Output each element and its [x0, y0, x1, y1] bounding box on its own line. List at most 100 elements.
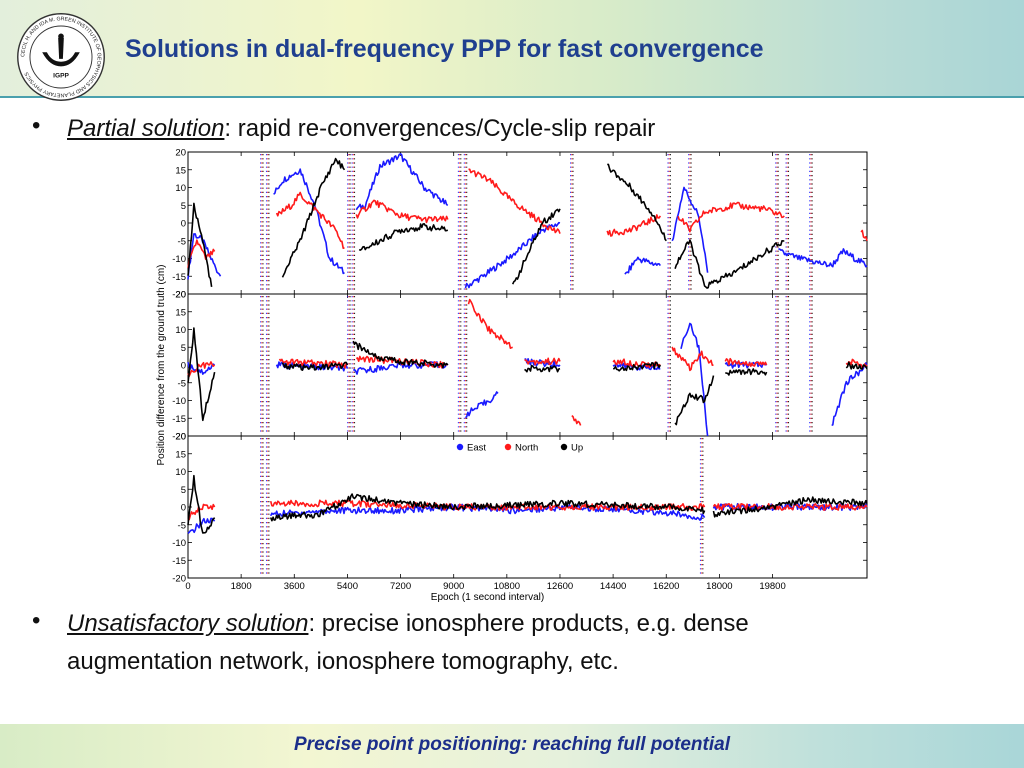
bullet-text-line2: augmentation network, ionosphere tomogra… [67, 648, 619, 675]
bullet-text: : precise ionosphere products, e.g. dens… [308, 610, 749, 637]
series-up-line [712, 496, 868, 518]
series-east-line [680, 322, 709, 437]
series-up-line [845, 361, 868, 370]
bullet-marker: • [32, 112, 41, 139]
series-east-line [352, 361, 449, 375]
y-tick-label: -20 [172, 432, 186, 443]
series-up-line [674, 239, 785, 289]
legend-east-marker [456, 443, 464, 451]
legend-north-marker [504, 443, 512, 451]
y-tick-label: 10 [175, 183, 186, 194]
series-east-line [187, 233, 222, 280]
series-north-line [671, 346, 714, 372]
x-tick-label: 10800 [494, 581, 520, 592]
y-tick-label: 5 [181, 343, 186, 354]
series-north-line [677, 201, 785, 233]
x-tick-label: 7200 [390, 581, 411, 592]
y-tick-label: -10 [172, 396, 186, 407]
y-tick-label: 15 [175, 165, 186, 176]
slide-title: Solutions in dual-frequency PPP for fast… [125, 35, 764, 63]
footer-banner [0, 724, 1024, 768]
y-tick-label: 5 [181, 485, 186, 496]
series-north-line [724, 357, 768, 367]
series-east-line [464, 221, 561, 289]
y-tick-label: -20 [172, 290, 186, 301]
y-tick-label: -10 [172, 254, 186, 265]
x-tick-label: 19800 [759, 581, 785, 592]
y-tick-label: 15 [175, 307, 186, 318]
series-north-line [355, 199, 449, 224]
legend-north-label: North [515, 443, 538, 454]
series-north-line [571, 414, 582, 426]
series-east-line [671, 186, 709, 273]
y-tick-label: -5 [178, 520, 186, 531]
series-east-line [831, 362, 868, 427]
y-tick-label: 0 [181, 361, 186, 372]
x-tick-label: 3600 [284, 581, 305, 592]
legend-up-label: Up [571, 443, 583, 454]
title-banner [0, 0, 1024, 98]
bullet-label: Partial solution [67, 115, 225, 142]
y-tick-label: 10 [175, 325, 186, 336]
y-tick-label: -15 [172, 272, 186, 283]
series-east-line [273, 168, 345, 275]
series-north-line [275, 191, 345, 249]
chart-panel-frame [187, 151, 868, 295]
series-up-line [187, 202, 213, 288]
series-up-line [674, 375, 715, 426]
y-tick-label: 20 [175, 290, 186, 301]
bullet-unsatisfactory-solution: Unsatisfactory solution: precise ionosph… [67, 605, 749, 681]
y-tick-label: -15 [172, 556, 186, 567]
series-north-line [467, 298, 513, 349]
x-tick-label: 16200 [653, 581, 679, 592]
y-tick-label: -5 [178, 378, 186, 389]
series-up-line [269, 493, 706, 522]
bullet-label: Unsatisfactory solution [67, 610, 309, 637]
y-tick-label: 0 [181, 503, 186, 514]
series-east-line [624, 256, 661, 275]
title-divider [0, 96, 1024, 98]
x-tick-label: 18000 [706, 581, 732, 592]
y-tick-label: 5 [181, 201, 186, 212]
series-up-line [613, 361, 662, 372]
x-tick-label: 1800 [231, 581, 252, 592]
x-tick-label: 5400 [337, 581, 358, 592]
x-tick-label: 14400 [600, 581, 626, 592]
ppp-position-chart: -20-15-10-505101520-20-15-10-505101520-2… [156, 148, 868, 603]
igpp-logo: CECIL H. AND IDA M. GREEN INSTITUTE OF G… [17, 13, 105, 101]
bullet-text: : rapid re-convergences/Cycle-slip repai… [224, 115, 656, 142]
series-east-line [187, 362, 216, 375]
series-up-line [511, 208, 561, 285]
y-tick-label: 10 [175, 467, 186, 478]
x-tick-label: 0 [185, 581, 190, 592]
x-tick-label: 9000 [443, 581, 464, 592]
series-north-line [524, 357, 561, 366]
y-tick-label: 20 [175, 432, 186, 443]
series-up-line [358, 223, 449, 251]
series-north-line [712, 503, 868, 511]
series-north-line [612, 358, 661, 369]
y-tick-label: 15 [175, 449, 186, 460]
series-up-line [352, 340, 449, 369]
legend-east-label: East [467, 443, 486, 454]
series-up-line [524, 364, 561, 373]
series-north-line [468, 168, 561, 234]
series-east-line [465, 391, 499, 419]
series-up-line [281, 157, 346, 278]
y-tick-label: -15 [172, 414, 186, 425]
y-tick-label: 20 [175, 148, 186, 159]
series-up-line [607, 163, 667, 242]
series-north-line [187, 361, 216, 377]
y-tick-label: 0 [181, 219, 186, 230]
legend-up-marker [560, 443, 568, 451]
footer-text: Precise point positioning: reaching full… [294, 734, 730, 755]
bullet-marker: • [32, 607, 41, 634]
series-up-line [725, 368, 768, 376]
x-axis-label: Epoch (1 second interval) [431, 592, 544, 603]
series-up-line [281, 361, 349, 371]
series-north-line [860, 229, 868, 242]
series-up-line [187, 327, 216, 422]
series-east-line [778, 248, 868, 268]
series-up-line [187, 474, 216, 534]
y-tick-label: -10 [172, 538, 186, 549]
